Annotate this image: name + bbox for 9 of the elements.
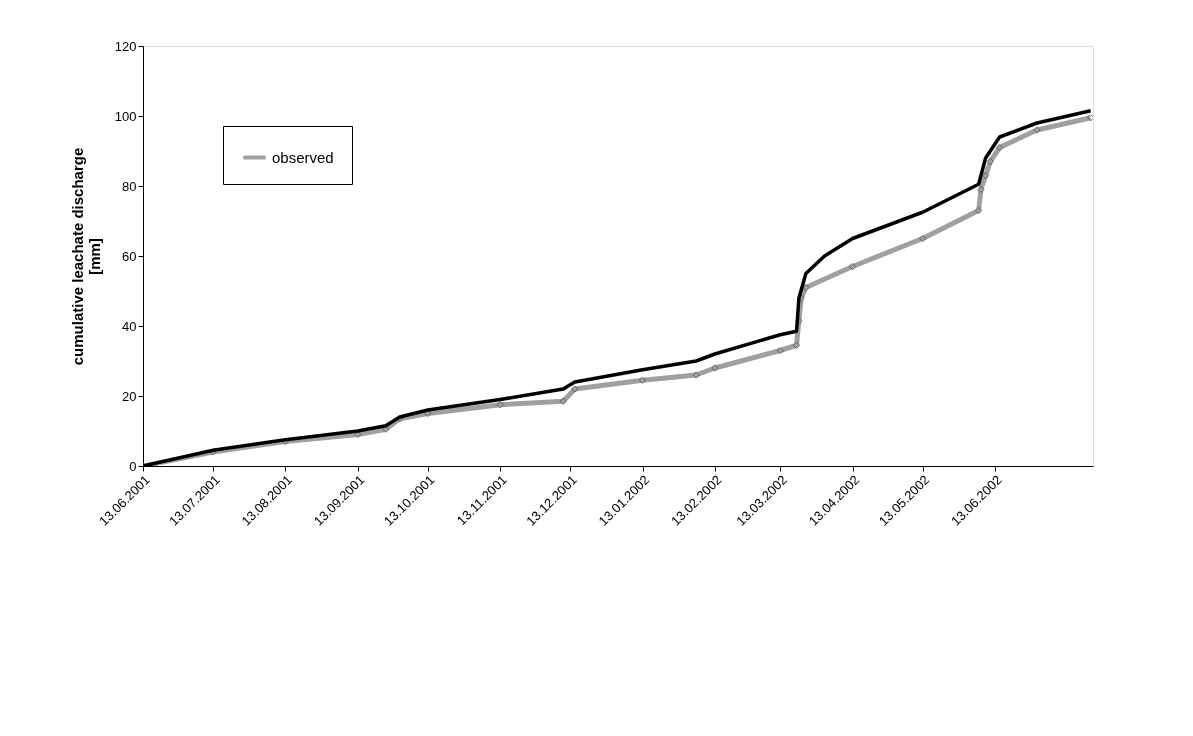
y-tick-label: 100 [114, 108, 137, 124]
y-tick-label: 60 [122, 248, 137, 264]
y-tick-label: 0 [129, 458, 137, 474]
y-tick-label: 40 [122, 318, 137, 334]
y-tick-label: 120 [114, 38, 137, 54]
y-tick-label: 80 [122, 178, 137, 194]
legend-label: observed [272, 148, 334, 166]
y-axis-title: cumulative leachate discharge [mm] [68, 147, 103, 366]
y-tick-label: 20 [122, 388, 137, 404]
